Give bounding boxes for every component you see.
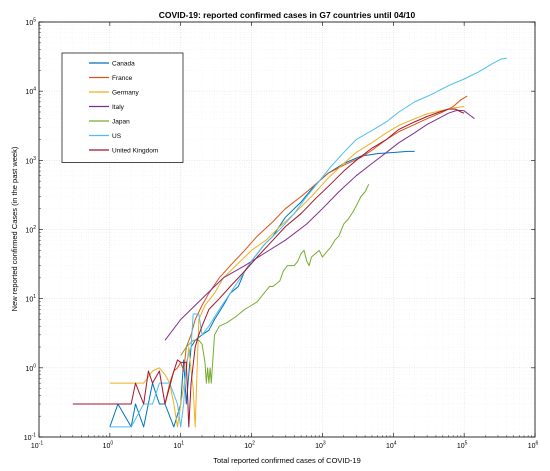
x-tick-label: 103 [315,441,326,451]
y-tick-label: 100 [25,363,36,373]
series-line-united-kingdom [72,108,465,428]
legend-label: US [112,133,122,140]
legend: Canada France Germany Italy Japan US United Ki… [61,52,184,163]
legend-label: Italy [112,104,125,111]
x-tick-label: 10-1 [31,441,43,451]
series-lines [72,57,507,428]
x-tick-label: 102 [244,441,255,451]
y-tick-label: 101 [25,294,36,304]
x-axis-label: Total reported confirmed cases of COVID-… [213,456,361,465]
series-line-france [164,95,468,405]
series-line-canada [109,150,415,428]
y-axis-label: New reported confirmed Cases (in the pas… [10,146,19,311]
legend-label: Germany [112,89,139,96]
x-tick-label: 106 [528,441,539,451]
series-line-germany [109,106,465,428]
series-line-us [109,57,507,428]
x-tick-label: 101 [173,441,184,451]
x-tick-label: 105 [457,441,468,451]
y-tick-label: 105 [25,18,36,28]
legend-label: United Kingdom [112,147,158,154]
legend-box [61,52,184,163]
axis-ticks: 10-1 100 101 102 103 104 105 106 10-1 100 101 102 10… [24,18,539,451]
legend-label: Canada [112,60,135,67]
x-tick-label: 100 [103,441,114,451]
y-tick-label: 104 [25,87,36,97]
y-tick-label: 102 [25,225,36,235]
chart-title: COVID-19: reported confirmed cases in G7… [159,10,416,20]
legend-label: Japan [112,118,130,125]
series-line-japan [180,184,370,384]
y-tick-label: 103 [25,156,36,166]
series-line-italy [164,109,475,341]
legend-label: France [112,75,133,82]
x-tick-label: 104 [386,441,397,451]
y-tick-label: 10-1 [24,433,36,443]
